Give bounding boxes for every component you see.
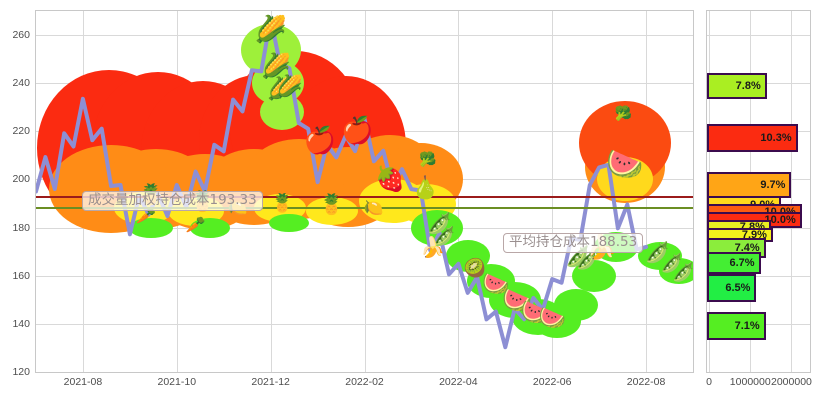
vwap-cost-label: 成交量加权持仓成本193.33 bbox=[82, 191, 263, 211]
volume-bar[interactable]: 10.3% bbox=[707, 124, 798, 152]
volume-x-axis-tick-label: 2000000 bbox=[771, 376, 812, 388]
volume-x-axis-tick-label: 0 bbox=[706, 376, 712, 388]
fruit-marker-icon: 🍉 bbox=[606, 147, 644, 183]
y-axis-tick-label: 180 bbox=[12, 221, 30, 234]
fruit-marker-icon: 🫛 bbox=[433, 226, 456, 248]
volume-bar-label: 7.4% bbox=[734, 242, 760, 254]
y-axis-tick-label: 220 bbox=[12, 125, 30, 138]
y-axis-tick-label: 240 bbox=[12, 77, 30, 90]
gridline-horizontal bbox=[707, 35, 810, 37]
gridline-vertical bbox=[791, 11, 793, 372]
volume-bar-label: 10.3% bbox=[760, 132, 792, 144]
fruit-marker-icon: 🥝 bbox=[463, 257, 486, 279]
x-axis-tick-label: 2022-08 bbox=[626, 376, 666, 388]
gridline-horizontal bbox=[707, 372, 810, 373]
fruit-marker-icon: 🍎 bbox=[303, 125, 337, 156]
volume-bar[interactable]: 9.7% bbox=[707, 172, 792, 198]
volume-bar-label: 7.8% bbox=[735, 80, 761, 92]
volume-bar[interactable]: 6.5% bbox=[707, 274, 757, 302]
fruit-marker-icon: 🍐 bbox=[411, 176, 440, 202]
avg-cost-line bbox=[36, 207, 693, 210]
y-axis-tick-label: 160 bbox=[12, 269, 30, 282]
fruit-marker-icon: 🍎 bbox=[341, 116, 374, 147]
gridline-horizontal bbox=[707, 275, 810, 277]
fruit-marker-icon: 🍍 bbox=[319, 191, 345, 216]
avg-cost-label: 平均持仓成本188.53 bbox=[503, 233, 644, 253]
gridline-vertical bbox=[552, 11, 554, 372]
fruit-marker-icon: 🫛 bbox=[427, 210, 453, 235]
fruit-marker-icon: 🍉 bbox=[502, 285, 532, 314]
vwap-cost-line bbox=[36, 195, 693, 198]
price-chart-panel: 🌽🌽🌽🌽🍎🍎🍓🍍🍍🍍🍍🥕🥕🍐🥦🫛🫛🍌🥝🍉🍉🍉🍉🫛🫛🍌🍉🥦🫛🫛🫛🍋🍋 成交量加权持… bbox=[35, 10, 694, 373]
chip-blob bbox=[269, 213, 310, 232]
volume-bar-label: 9.7% bbox=[760, 179, 786, 191]
volume-bar[interactable]: 6.7% bbox=[707, 252, 761, 274]
chip-blob bbox=[658, 257, 693, 284]
volume-bar-label: 10.0% bbox=[764, 214, 796, 226]
fruit-marker-icon: 🫛 bbox=[660, 252, 684, 274]
fruit-marker-icon: 🍉 bbox=[520, 297, 551, 326]
volume-bar-label: 7.1% bbox=[734, 320, 760, 332]
x-axis-tick-label: 2021-12 bbox=[251, 376, 290, 388]
volume-bar-label: 6.5% bbox=[725, 282, 751, 294]
x-axis-tick-label: 2022-02 bbox=[345, 376, 384, 388]
chip-blob bbox=[305, 196, 358, 225]
volume-distribution-panel: 7.8%10.3%9.7%9.0%10.0%10.0%7.8%7.9%7.4%6… bbox=[706, 10, 811, 373]
y-axis-tick-label: 200 bbox=[12, 173, 30, 186]
fruit-marker-icon: 🥕 bbox=[136, 205, 157, 225]
gridline-horizontal bbox=[36, 372, 693, 373]
fruit-marker-icon: 🌽 bbox=[261, 52, 292, 81]
x-axis-tick-label: 2022-06 bbox=[532, 376, 572, 388]
x-axis-tick-label: 2021-08 bbox=[63, 376, 103, 388]
fruit-marker-icon: 🫛 bbox=[645, 239, 671, 264]
volume-x-axis-tick-label: 1000000 bbox=[729, 376, 771, 388]
volume-bar-label: 6.7% bbox=[729, 257, 755, 269]
fruit-marker-icon: 🥕 bbox=[185, 215, 206, 235]
fruit-marker-icon: 🌽 bbox=[275, 75, 304, 100]
y-axis-tick-label: 120 bbox=[12, 366, 30, 378]
fruit-marker-icon: 🫛 bbox=[576, 250, 599, 272]
y-axis-tick-label: 260 bbox=[12, 29, 30, 42]
fruit-marker-icon: 🫛 bbox=[672, 262, 694, 284]
fruit-marker-icon: 🌽 bbox=[267, 77, 295, 103]
volume-bar[interactable]: 7.8% bbox=[707, 73, 767, 99]
y-axis-tick-label: 140 bbox=[12, 317, 30, 330]
chip-blob bbox=[572, 259, 617, 292]
chip-blob bbox=[553, 288, 598, 321]
fruit-marker-icon: 🍓 bbox=[375, 165, 406, 194]
fruit-marker-icon: 🥦 bbox=[614, 106, 633, 123]
fruit-marker-icon: 🍍 bbox=[271, 192, 294, 214]
chip-blob bbox=[128, 217, 173, 238]
fruit-marker-icon: 🍉 bbox=[538, 306, 566, 332]
fruit-marker-icon: 🍋 bbox=[363, 198, 384, 218]
x-axis-tick-label: 2022-04 bbox=[439, 376, 478, 388]
fruit-marker-icon: 🥦 bbox=[419, 152, 437, 169]
x-axis-tick-label: 2021-10 bbox=[157, 376, 197, 388]
volume-bar[interactable]: 7.1% bbox=[707, 312, 766, 340]
chip-blob bbox=[189, 217, 230, 238]
fruit-marker-icon: 🍉 bbox=[482, 272, 510, 298]
fruit-marker-icon: 🌽 bbox=[254, 15, 287, 46]
fruit-marker-icon: 🍌 bbox=[420, 234, 445, 259]
